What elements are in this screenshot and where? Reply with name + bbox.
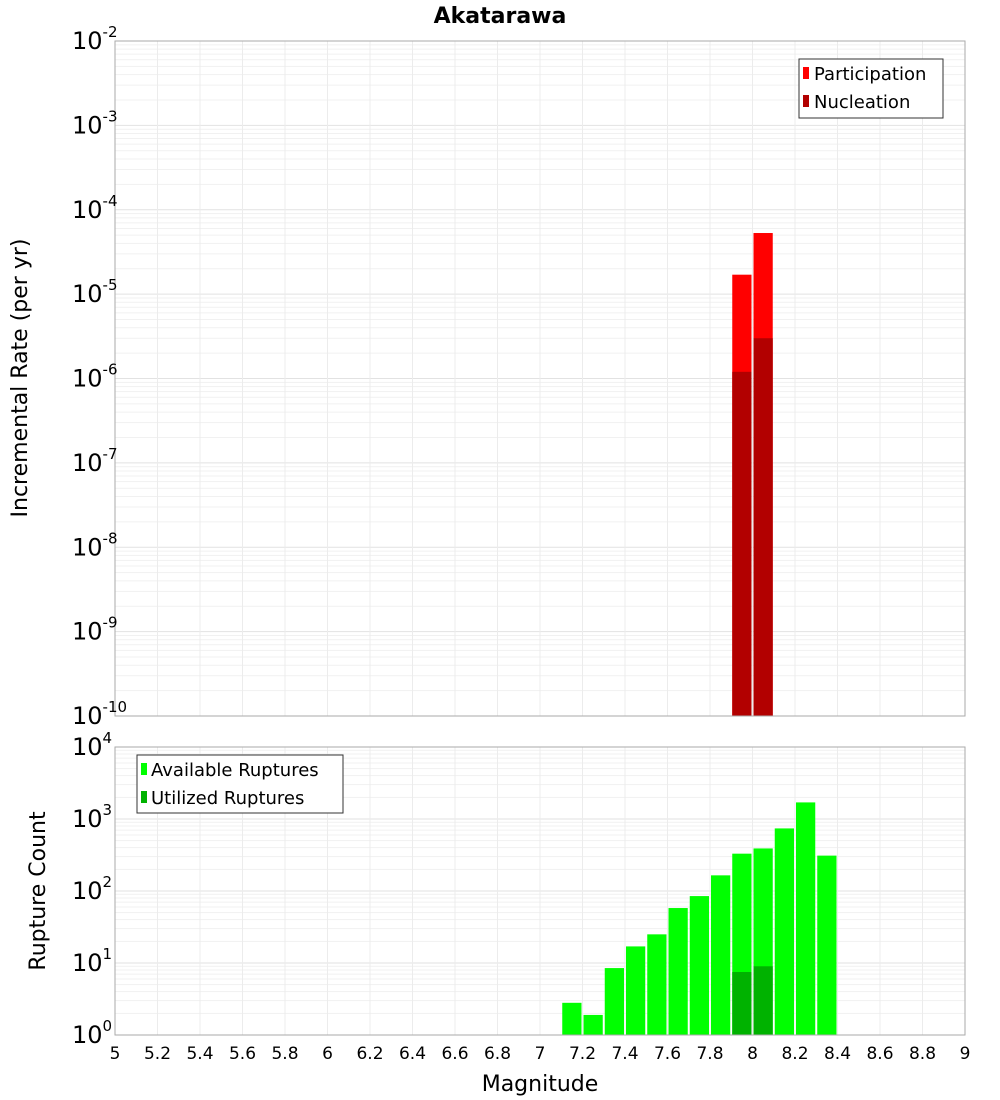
rupture-count-y-axis-label: Rupture Count — [26, 811, 51, 971]
y-tick-label: 10-7 — [72, 445, 118, 477]
y-tick-label: 10-10 — [72, 698, 127, 730]
available-ruptures-bar — [583, 1014, 603, 1035]
x-tick-label: 8.8 — [909, 1044, 936, 1064]
chart-title: Akatarawa — [434, 4, 567, 29]
participation-legend-swatch — [803, 67, 809, 79]
x-tick-label: 6 — [322, 1044, 333, 1064]
utilized-ruptures-legend-swatch — [141, 791, 147, 803]
nucleation-legend-label: Nucleation — [814, 92, 910, 113]
y-tick-label: 10-3 — [72, 107, 118, 139]
rate-panel: 10-10 10-9 10-8 10-7 10-6 10-5 10-4 10-3 10-2 In… — [8, 23, 966, 730]
rupture-count-legend: Available Ruptures Utilized Ruptures — [136, 754, 344, 814]
y-tick-label: 100 — [72, 1017, 112, 1049]
y-tick-label: 10-4 — [72, 192, 118, 224]
y-tick-label: 103 — [72, 801, 112, 833]
available-ruptures-legend-label: Available Ruptures — [151, 760, 319, 781]
rupture-count-panel-frame — [114, 746, 966, 1036]
available-ruptures-bar — [626, 946, 646, 1035]
rupture-count-legend-box — [136, 754, 344, 814]
nucleation-bar — [753, 338, 773, 716]
x-tick-label: 6.2 — [356, 1044, 383, 1064]
utilized-ruptures-bar — [753, 966, 773, 1035]
magnitude-x-axis-label: Magnitude — [482, 1072, 599, 1097]
nucleation-legend-swatch — [803, 95, 809, 107]
x-tick-label: 5.6 — [229, 1044, 256, 1064]
rate-panel-frame — [114, 40, 966, 717]
available-ruptures-bar — [604, 968, 624, 1035]
y-tick-label: 10-8 — [72, 529, 118, 561]
rate-panel-grid — [114, 41, 966, 717]
available-ruptures-bar — [647, 934, 667, 1035]
y-tick-label: 10-2 — [72, 23, 118, 55]
rate-panel-y-axis-label: Incremental Rate (per yr) — [8, 239, 33, 518]
x-tick-label: 7.2 — [569, 1044, 596, 1064]
participation-legend-label: Participation — [814, 64, 926, 85]
rupture-count-panel-bars — [562, 802, 837, 1035]
available-ruptures-bar — [689, 896, 709, 1035]
available-ruptures-legend-swatch — [141, 763, 147, 775]
x-tick-label: 5.8 — [271, 1044, 298, 1064]
y-tick-label: 104 — [72, 729, 112, 761]
rupture-count-panel-y-ticks: 100 101 102 103 104 — [72, 729, 112, 1049]
magnitude-x-ticks: 5 5.2 5.4 5.6 5.8 6 6.2 6.4 6.6 6.8 7 7.2 7.4 7.6 7.8 8… — [110, 1044, 971, 1064]
y-tick-label: 101 — [72, 945, 112, 977]
available-ruptures-bar — [774, 828, 794, 1035]
rate-panel-y-ticks: 10-10 10-9 10-8 10-7 10-6 10-5 10-4 10-3 10-2 — [72, 23, 127, 730]
rate-panel-legend-box — [798, 58, 944, 119]
available-ruptures-bar — [796, 802, 816, 1035]
available-ruptures-bar — [711, 875, 731, 1035]
utilized-ruptures-legend-label: Utilized Ruptures — [151, 788, 304, 809]
x-tick-label: 8.2 — [781, 1044, 808, 1064]
y-tick-label: 10-5 — [72, 276, 118, 308]
y-tick-label: 10-9 — [72, 614, 118, 646]
rate-panel-bars — [732, 233, 773, 716]
utilized-ruptures-bar — [732, 971, 752, 1035]
y-tick-label: 102 — [72, 873, 112, 905]
x-tick-label: 6.6 — [441, 1044, 468, 1064]
x-tick-label: 5.2 — [144, 1044, 171, 1064]
rupture-count-panel: 100 101 102 103 104 5 5.2 5.4 5.6 5.8 6 6.2 6.4 6.6 6… — [26, 729, 970, 1097]
available-ruptures-bar — [817, 855, 837, 1035]
x-tick-label: 6.4 — [399, 1044, 426, 1064]
x-tick-label: 6.8 — [484, 1044, 511, 1064]
available-ruptures-bar — [562, 1002, 582, 1035]
x-tick-label: 9 — [960, 1044, 971, 1064]
x-tick-label: 7.6 — [654, 1044, 681, 1064]
x-tick-label: 5 — [110, 1044, 121, 1064]
x-tick-label: 7.4 — [611, 1044, 638, 1064]
available-ruptures-bar — [668, 908, 688, 1035]
nucleation-bar — [732, 371, 752, 716]
x-tick-label: 8.4 — [824, 1044, 851, 1064]
y-tick-label: 10-6 — [72, 361, 118, 393]
x-tick-label: 8 — [747, 1044, 758, 1064]
x-tick-label: 7 — [535, 1044, 546, 1064]
rate-panel-legend: Participation Nucleation — [798, 58, 944, 119]
x-tick-label: 5.4 — [186, 1044, 213, 1064]
x-tick-label: 8.6 — [866, 1044, 893, 1064]
x-tick-label: 7.8 — [696, 1044, 723, 1064]
